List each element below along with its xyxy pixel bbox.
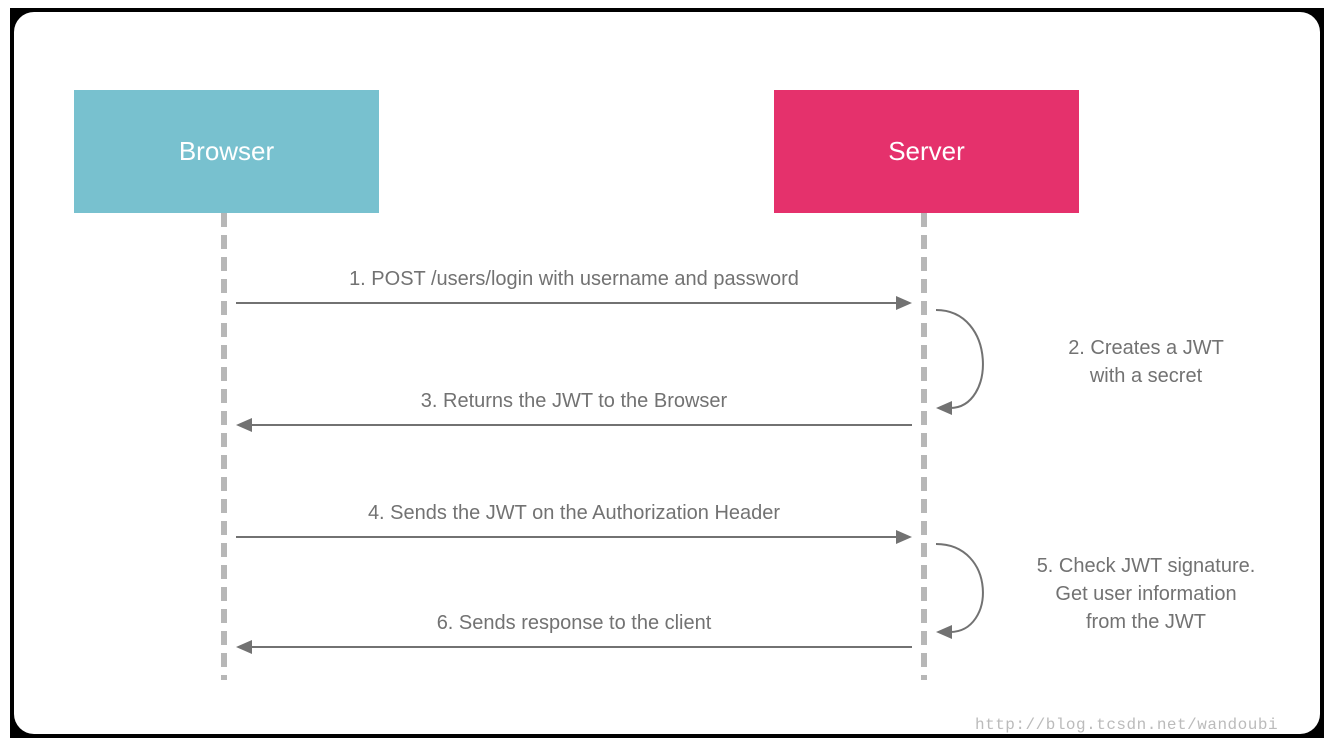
arrow-right-icon (896, 296, 912, 310)
arrow-left-icon (236, 418, 252, 432)
actor-browser-label: Browser (179, 136, 274, 167)
message-label-m6: 6. Sends response to the client (236, 612, 912, 635)
message-label-m4: 4. Sends the JWT on the Authorization He… (236, 502, 912, 525)
self-loop-label-line: with a secret (1016, 362, 1276, 390)
diagram-panel: Browser Server 1. POST /users/login with… (14, 12, 1320, 734)
message-arrow-m1 (236, 302, 898, 304)
lifeline-server (921, 213, 927, 680)
arrow-left-icon (236, 640, 252, 654)
message-label-m3: 3. Returns the JWT to the Browser (236, 390, 912, 413)
actor-server-label: Server (888, 136, 965, 167)
actor-browser: Browser (74, 90, 379, 213)
actor-server: Server (774, 90, 1079, 213)
self-loop-label-line: from the JWT (1016, 608, 1276, 636)
message-arrow-m6 (250, 646, 912, 648)
self-loop-label-line: Get user information (1016, 580, 1276, 608)
self-loop-label-m2: 2. Creates a JWTwith a secret (1016, 334, 1276, 390)
self-loop-m2 (932, 302, 1010, 420)
message-arrow-m3 (250, 424, 912, 426)
self-loop-label-line: 5. Check JWT signature. (1016, 552, 1276, 580)
lifeline-browser (221, 213, 227, 680)
self-loop-m5 (932, 536, 1010, 644)
message-label-m1: 1. POST /users/login with username and p… (236, 268, 912, 291)
arrow-right-icon (896, 530, 912, 544)
watermark-label: http://blog.tcsdn.net/wandoubi (975, 716, 1278, 734)
diagram-outer: Browser Server 1. POST /users/login with… (10, 8, 1324, 738)
watermark-text: http://blog.tcsdn.net/wandoubi (975, 716, 1278, 734)
self-loop-label-m5: 5. Check JWT signature.Get user informat… (1016, 552, 1276, 636)
self-loop-label-line: 2. Creates a JWT (1016, 334, 1276, 362)
message-arrow-m4 (236, 536, 898, 538)
